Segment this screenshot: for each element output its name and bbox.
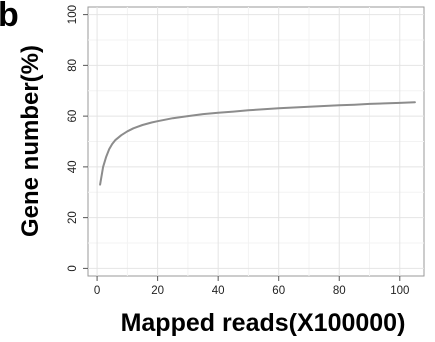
x-tick-label: 100 [390,285,409,297]
y-tick-label: 40 [67,160,79,173]
y-axis: 0 20 40 60 80 100 [67,5,88,272]
y-tick-label: 100 [67,5,79,24]
x-axis-label: Mapped reads(X100000) [121,309,406,337]
x-tick-label: 0 [94,285,100,297]
y-tick-label: 80 [67,59,79,72]
series-group [99,101,416,186]
y-tick-label: 20 [67,211,79,224]
y-tick-label: 60 [67,110,79,123]
x-tick-label: 80 [333,285,346,297]
grid [88,7,424,276]
y-axis-label: Gene number(%) [17,45,44,237]
x-tick-label: 40 [212,285,225,297]
x-axis: 0 20 40 60 80 100 [94,276,409,297]
series-line [99,101,416,186]
y-tick-label: 0 [67,265,79,271]
panel-label: b [0,0,19,34]
x-tick-label: 60 [272,285,285,297]
x-tick-label: 20 [151,285,164,297]
